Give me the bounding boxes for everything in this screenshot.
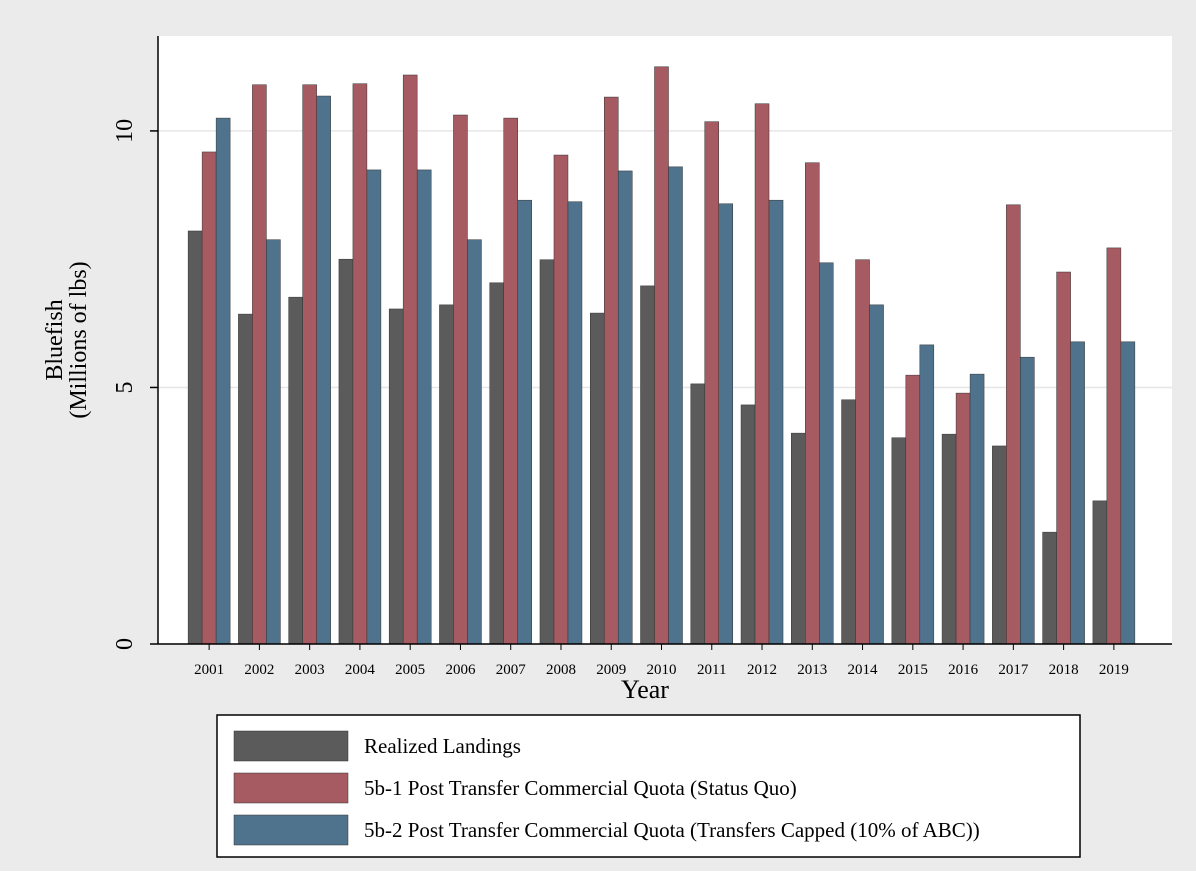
bar [1070,341,1085,645]
bar [453,114,468,645]
legend-label: 5b-2 Post Transfer Commercial Quota (Tra… [364,818,980,842]
bar [567,201,583,645]
bar [768,199,784,645]
bar [352,83,368,645]
bar [388,308,404,645]
x-tick-label: 2001 [194,662,224,678]
y-axis-title: (Millions of lbs) [66,261,92,418]
bar [539,259,555,645]
bar [805,162,820,645]
legend-swatch [233,814,349,846]
bar [215,117,231,645]
legend-label: 5b-1 Post Transfer Commercial Quota (Sta… [364,776,797,800]
bar [718,203,734,645]
bar [955,392,971,645]
bar [1020,356,1035,645]
bar [489,282,504,645]
bar [416,169,432,645]
bar [819,262,834,645]
bar [338,258,354,645]
bar [252,84,267,645]
x-tick-label: 2017 [998,662,1029,678]
bar [201,151,217,645]
bar [503,117,518,645]
legend-swatch [233,772,349,804]
y-tick-label: 10 [112,119,138,143]
bar [302,84,317,645]
x-tick-label: 2006 [445,662,476,678]
bar [841,399,856,645]
x-tick-label: 2016 [948,662,979,678]
bar [238,313,253,645]
bar [919,344,935,645]
bar [791,432,806,645]
x-tick-label: 2018 [1049,662,1079,678]
bar [740,404,756,645]
x-tick-label: 2009 [596,662,626,678]
x-tick-label: 2007 [496,662,527,678]
x-tick-label: 2015 [898,662,928,678]
bar [266,239,281,645]
x-tick-label: 2002 [244,662,274,678]
bar [1006,204,1021,645]
bar [1106,247,1122,645]
bar [589,312,605,645]
bar [1092,500,1108,645]
bar [439,304,454,645]
bar [992,445,1007,645]
legend-label: Realized Landings [364,734,521,758]
bar [640,285,655,645]
bar [905,374,921,645]
bar [941,433,957,645]
bar [704,121,720,645]
y-tick-label: 5 [112,381,138,393]
x-tick-label: 2005 [395,662,425,678]
bar [668,166,683,645]
bar [603,96,619,645]
bar [969,373,985,645]
x-tick-label: 2012 [747,662,777,678]
bar [187,230,203,645]
bar [467,239,482,645]
x-axis-title: Year [621,675,669,704]
bar [316,95,331,645]
bar [288,296,303,645]
x-tick-label: 2014 [848,662,879,678]
bar [855,259,870,645]
bar [366,169,382,645]
bar [1120,341,1136,645]
legend-swatch [233,730,349,762]
x-tick-label: 2010 [647,662,677,678]
y-tick-label: 0 [112,638,138,650]
bar [891,437,907,645]
bar [869,304,884,645]
x-tick-label: 2004 [345,662,376,678]
y-axis-title: Bluefish [42,299,68,380]
x-tick-label: 2011 [697,662,726,678]
bar [553,154,569,645]
x-tick-label: 2019 [1099,662,1129,678]
legend [216,714,1081,858]
bar [1056,271,1071,645]
bar [617,170,633,645]
bar [690,383,706,645]
bar [1042,531,1057,645]
x-tick-label: 2008 [546,662,576,678]
bar [402,74,418,645]
bar [754,103,770,645]
bar [517,199,532,645]
x-tick-label: 2003 [295,662,325,678]
x-tick-label: 2013 [797,662,827,678]
bar [654,66,669,645]
